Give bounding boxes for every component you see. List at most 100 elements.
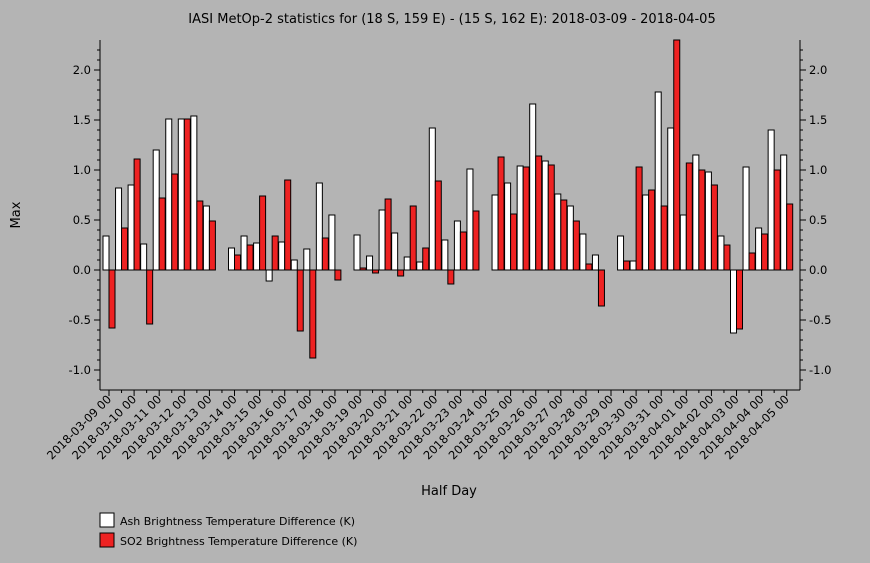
so2-bar [372, 269, 380, 274]
y-tick-label-right: 0.0 [809, 263, 827, 277]
ash-bar [315, 182, 323, 271]
so2-bar [522, 166, 530, 271]
ash-bar [391, 232, 399, 271]
so2-bar [623, 260, 631, 271]
so2-bar [183, 118, 191, 271]
ash-bar [228, 247, 235, 271]
y-tick-label-left: -1.0 [69, 363, 91, 377]
so2-bar [723, 244, 731, 271]
y-axis-label: Max [9, 201, 24, 228]
y-tick-label-right: 1.5 [809, 113, 827, 127]
y-tick-label-right: 2.0 [809, 63, 827, 77]
so2-bar [761, 233, 769, 271]
y-tick-label-right: 1.0 [809, 163, 827, 177]
ash-bar [755, 227, 763, 271]
so2-bar [560, 199, 568, 271]
so2-bar [321, 237, 329, 271]
so2-bar [196, 200, 204, 271]
so2-bar [497, 156, 505, 271]
ash-bar [767, 129, 775, 271]
so2-bar [447, 269, 455, 285]
ash-bar [253, 242, 261, 271]
ash-bar [378, 209, 386, 271]
y-tick-label-left: 0.5 [73, 213, 91, 227]
ash-bar [692, 154, 700, 271]
ash-bar [303, 248, 311, 271]
so2-bar [133, 158, 141, 271]
ash-bar [629, 260, 637, 271]
ash-bar [202, 205, 210, 271]
y-tick-label-left: -0.5 [69, 313, 91, 327]
ash-bar [667, 127, 675, 271]
ash-bar [240, 235, 248, 271]
ash-bar [780, 154, 788, 271]
so2-bar [660, 205, 668, 271]
so2-bar [510, 213, 518, 271]
so2-bar [748, 252, 756, 271]
so2-bar [773, 169, 781, 271]
so2-bar [635, 166, 643, 271]
so2-bar [309, 269, 317, 359]
ash-bar [416, 261, 424, 271]
so2-bar [384, 198, 392, 271]
ash-bar [453, 220, 461, 271]
ash-bar [566, 205, 574, 271]
y-tick-label-right: -0.5 [809, 313, 831, 327]
so2-bar [397, 269, 405, 277]
so2-bar [359, 267, 367, 271]
ash-bar [265, 269, 273, 282]
ash-bar [190, 115, 198, 271]
ash-bar [428, 127, 436, 271]
so2-bar [472, 210, 480, 271]
so2-bar [736, 269, 743, 330]
so2-bar [786, 203, 794, 271]
so2-bar [535, 155, 543, 271]
so2-bar [547, 164, 555, 271]
legend-label-so2: SO2 Brightness Temperature Difference (K… [120, 535, 357, 548]
ash-bar [554, 193, 562, 271]
ash-bar [366, 255, 374, 271]
so2-bar [710, 184, 718, 271]
so2-bar [434, 180, 442, 271]
so2-bar [409, 205, 417, 271]
so2-bar [271, 235, 279, 271]
ash-bar [278, 241, 286, 271]
y-tick-label-left: 2.0 [73, 63, 91, 77]
ash-bar [328, 214, 336, 271]
y-tick-label-left: 1.0 [73, 163, 91, 177]
y-tick-label-left: 1.5 [73, 113, 91, 127]
ash-bar [353, 234, 361, 271]
so2-bar [121, 227, 129, 271]
ash-bar [177, 118, 185, 271]
ash-bar [491, 194, 499, 271]
so2-bar [259, 195, 267, 271]
y-tick-label-right: -1.0 [809, 363, 831, 377]
so2-bar [234, 254, 241, 271]
ash-bar [541, 160, 549, 271]
so2-bar [296, 269, 304, 332]
ash-bar [591, 254, 599, 271]
ash-bar [742, 166, 750, 271]
y-tick-label-right: 0.5 [809, 213, 827, 227]
so2-bar [585, 263, 593, 271]
ash-bar [115, 187, 123, 271]
so2-bar [459, 231, 467, 271]
ash-bar [730, 269, 737, 334]
ash-bar [466, 168, 474, 271]
ash-bar [642, 194, 650, 271]
so2-bar [685, 162, 693, 271]
x-axis-label: Half Day [421, 484, 477, 499]
ash-bar [679, 214, 687, 271]
ash-bar [127, 184, 135, 271]
plot-area: -1.0 -1.0 -0.5 -0.5 0.0 0.0 0.5 0.5 1.0 1.0 1.5 1.5… [44, 39, 831, 462]
ash-bar [579, 233, 587, 271]
ash-bar [504, 182, 512, 271]
legend-label-ash: Ash Brightness Temperature Difference (K… [120, 515, 355, 528]
ash-bar [516, 165, 524, 271]
ash-bar [290, 259, 298, 271]
so2-bar [246, 244, 254, 271]
so2-bar [208, 220, 216, 271]
so2-bar [597, 269, 605, 307]
ash-bar [441, 239, 449, 271]
ash-bar [717, 235, 725, 271]
